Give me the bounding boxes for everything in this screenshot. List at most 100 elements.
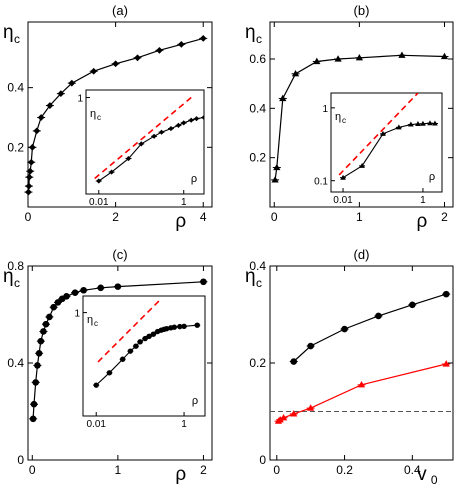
y-tick-label: 0.4 [7, 356, 24, 370]
inset-content [338, 93, 438, 180]
panel-label: (d) [354, 247, 370, 262]
inset-y-tick-label: 1 [77, 94, 83, 105]
data-point [46, 102, 54, 109]
inset-data-point [168, 125, 174, 132]
y-tick-label: 0 [259, 453, 266, 467]
panel-label: (a) [112, 3, 128, 18]
inset-data-point [150, 331, 157, 337]
chart-b: (b)0 1 20.20.40.6η cρ0.01 10.11η cρ [245, 3, 454, 232]
inset-data-point [177, 323, 183, 330]
inset-data-point [181, 120, 187, 126]
y-axis-label-main: η [245, 22, 256, 43]
data-point [355, 53, 363, 61]
inset-x-tick-label: 1 [420, 195, 426, 206]
inset-data-point [158, 129, 165, 135]
x-tick-label: 2 [200, 463, 207, 477]
data-point [33, 127, 41, 135]
x-tick-label: 0.4 [404, 463, 421, 477]
data-point [398, 51, 406, 58]
data-point [71, 289, 79, 296]
x-axis-label-sub: 0 [431, 473, 438, 485]
inset-content [93, 298, 201, 388]
data-point [271, 176, 279, 183]
inset-data-point [133, 343, 139, 349]
x-axis-label-main: ρ [416, 211, 427, 232]
inset-data-point [188, 117, 194, 123]
chart-d: (d)0 0.2 0.400.20.4η cv 0 [245, 247, 454, 485]
data-point [26, 167, 34, 175]
data-point [50, 303, 57, 311]
data-point [28, 143, 36, 151]
plot-frame [269, 265, 454, 461]
data-point [442, 290, 450, 298]
inset-data-point [415, 121, 421, 127]
data-point [199, 35, 207, 42]
chart-c: (c)0 1 200.40.8η cρ0.01 11 η cρ [3, 247, 213, 485]
inset-y-label-main: η [90, 108, 96, 120]
data-point [357, 381, 366, 388]
y-axis-label-sub: c [256, 276, 262, 290]
data-point [290, 410, 298, 417]
inset-y-label-main: η [335, 111, 341, 123]
x-axis-label-main: ρ [175, 211, 186, 232]
series-line [293, 293, 447, 362]
inset-y-label-sub: c [342, 116, 346, 125]
data-point [313, 57, 321, 65]
inset-data-point [181, 323, 187, 330]
inset-data-point [340, 174, 346, 180]
inset-guide-line [97, 298, 162, 363]
inset-content [94, 96, 204, 184]
y-tick-label: 0.8 [7, 259, 24, 273]
inset-data-point [127, 348, 134, 354]
data-point [279, 414, 288, 421]
x-tick-label: 0 [271, 210, 278, 224]
data-point [37, 114, 45, 121]
inset-data-point [106, 370, 113, 376]
data-point [40, 328, 47, 335]
data-point [341, 325, 348, 333]
inset-data-point [380, 130, 386, 136]
chart-a: (a)0 2 40.20.4η cρ0.01 11η cρ [3, 3, 213, 232]
y-tick-label: 0.6 [249, 52, 266, 66]
y-axis-label-sub: c [14, 32, 20, 46]
y-tick-label: 0.2 [249, 356, 266, 370]
data-point [25, 173, 33, 181]
data-point [63, 293, 70, 300]
data-point [409, 301, 416, 309]
series-0 [289, 290, 451, 365]
inset-data-point [96, 178, 102, 184]
data-point [442, 360, 450, 367]
y-tick-label: 0.4 [7, 81, 24, 95]
y-tick-label: 0 [17, 453, 24, 467]
data-point [334, 55, 342, 62]
inset-data-point [396, 124, 402, 130]
data-point [440, 52, 449, 60]
inset-x-tick-label: 1 [181, 419, 187, 430]
inset-data-point [193, 116, 200, 122]
data-point [307, 342, 314, 350]
inset: 0.01 10.11η cρ [314, 92, 443, 206]
series-0 [271, 51, 449, 183]
x-tick-label: 0 [25, 210, 32, 224]
y-tick-label: 0.4 [249, 259, 266, 273]
panel-label: (c) [112, 247, 127, 262]
data-point [375, 312, 382, 320]
data-point [29, 415, 37, 423]
panel-label: (b) [354, 3, 370, 18]
inset-frame [82, 295, 206, 417]
x-axis-label-main: v [417, 464, 427, 485]
inset-y-label-sub: c [94, 319, 98, 328]
series-1 [274, 360, 451, 424]
inset-data-point [119, 356, 126, 362]
y-axis-label-main: η [245, 266, 256, 287]
x-axis-label: ρ [416, 211, 427, 232]
y-tick-label: 0.4 [249, 101, 266, 115]
inset-y-label-sub: c [97, 113, 101, 122]
data-point [25, 188, 32, 196]
inset-data-point [108, 169, 115, 175]
x-tick-label: 0 [273, 463, 280, 477]
